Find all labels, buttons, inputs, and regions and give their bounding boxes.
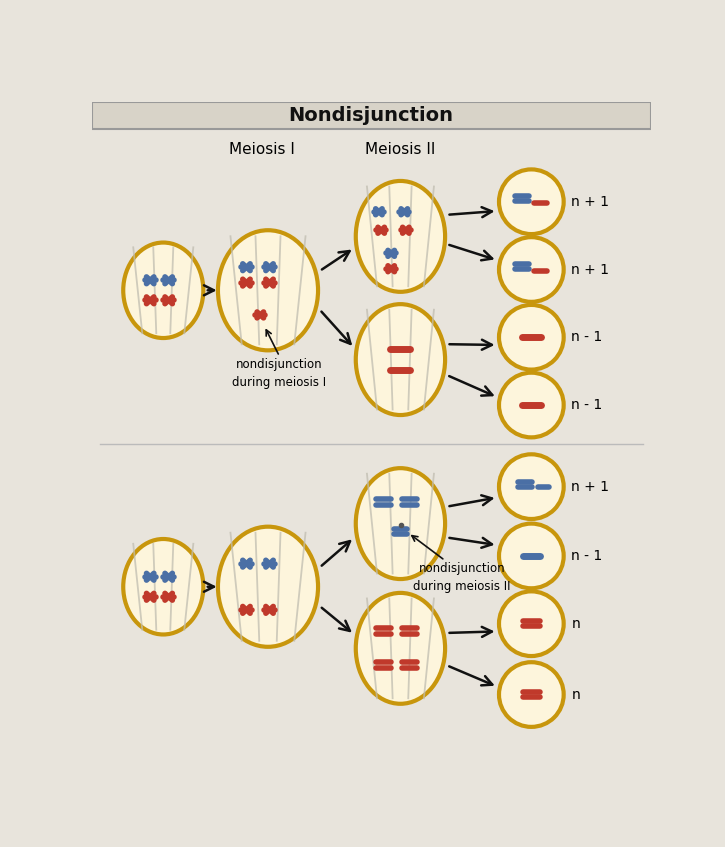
Ellipse shape [499, 454, 563, 519]
Text: nondisjunction
during meiosis II: nondisjunction during meiosis II [413, 562, 511, 593]
Ellipse shape [123, 242, 203, 338]
Text: Nondisjunction: Nondisjunction [289, 106, 454, 125]
Ellipse shape [218, 527, 318, 647]
Ellipse shape [123, 539, 203, 634]
Ellipse shape [218, 230, 318, 351]
Text: n: n [571, 617, 580, 631]
Ellipse shape [499, 305, 563, 369]
Text: n + 1: n + 1 [571, 479, 610, 494]
Ellipse shape [356, 468, 445, 579]
Ellipse shape [499, 662, 563, 727]
Ellipse shape [356, 181, 445, 292]
Ellipse shape [499, 523, 563, 589]
Text: Meiosis II: Meiosis II [365, 142, 436, 157]
Text: nondisjunction
during meiosis I: nondisjunction during meiosis I [233, 358, 326, 389]
Text: Meiosis I: Meiosis I [229, 142, 295, 157]
Text: n - 1: n - 1 [571, 398, 602, 412]
Ellipse shape [356, 304, 445, 415]
Text: n: n [571, 688, 580, 701]
Ellipse shape [499, 169, 563, 234]
Ellipse shape [356, 593, 445, 704]
Text: n + 1: n + 1 [571, 263, 610, 276]
Ellipse shape [499, 591, 563, 656]
Ellipse shape [499, 237, 563, 302]
FancyBboxPatch shape [92, 102, 650, 130]
Text: n + 1: n + 1 [571, 195, 610, 208]
Text: n - 1: n - 1 [571, 330, 602, 344]
Ellipse shape [499, 373, 563, 437]
Text: n - 1: n - 1 [571, 549, 602, 563]
